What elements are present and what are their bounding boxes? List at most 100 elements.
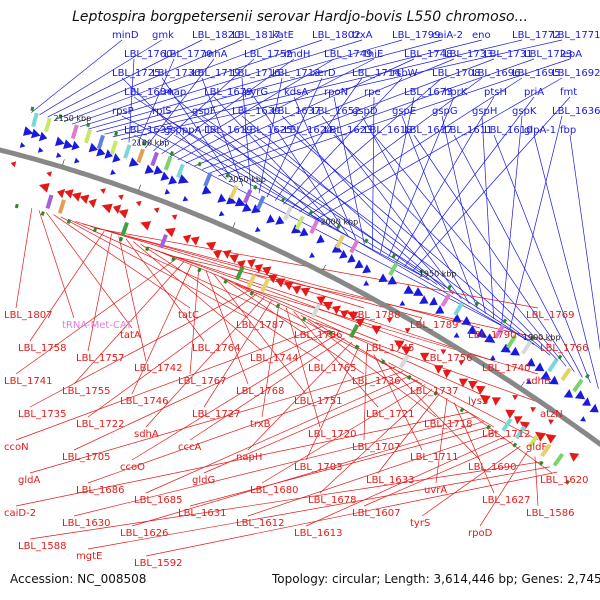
forward-gene-arrow [226, 195, 237, 205]
reverse-gene-label: LBL_1705 [62, 452, 110, 463]
forward-gene-label: gmk [152, 30, 174, 41]
reverse-gene-label: LBL_1765 [308, 363, 356, 374]
reverse-gene-label: mgtE [76, 551, 102, 562]
reverse-gene-label: LBL_1757 [76, 353, 124, 364]
reverse-gene-label: LBL_1631 [178, 508, 226, 519]
rna-marker [249, 290, 255, 296]
forward-gene-arrow [476, 328, 488, 338]
reverse-gene-arrow [468, 380, 478, 390]
reverse-gene-arrow [442, 369, 452, 379]
forward-gene-arrow [299, 227, 309, 237]
reverse-gene-arrow [118, 209, 129, 219]
reverse-gene-label: LBL_1630 [62, 518, 110, 529]
reverse-gene-label: uvrA [424, 485, 447, 496]
reverse-leader-line [75, 221, 365, 309]
forward-gene-arrow [31, 128, 41, 139]
forward-gene-label: gspH [472, 106, 497, 117]
forward-gene-label: LBL_1618 [364, 125, 412, 136]
reverse-gene-label: LBL_1707 [352, 442, 400, 453]
reverse-gene-arrow [530, 407, 537, 413]
cog-color-bar [440, 292, 452, 308]
reverse-gene-arrow [548, 419, 554, 425]
reverse-leader-line [87, 293, 258, 418]
forward-gene-label: LBL_1635 [124, 125, 172, 136]
reverse-leader-line [15, 325, 323, 441]
forward-leader-line [333, 96, 365, 245]
rna-marker [354, 344, 359, 350]
kbp-tick-label: 2050 kbp [228, 175, 266, 184]
forward-leader-line [121, 115, 422, 276]
forward-gene-arrow [112, 153, 121, 163]
reverse-gene-arrow [229, 254, 239, 264]
reverse-leader-line [73, 329, 331, 451]
reverse-gene-arrow [10, 161, 17, 168]
rna-marker [145, 246, 150, 252]
reverse-leader-line [300, 314, 437, 418]
reverse-leader-line [261, 304, 280, 418]
forward-gene-arrow [242, 202, 252, 212]
cog-color-bar [84, 128, 92, 144]
forward-gene-arrow [164, 188, 171, 195]
forward-gene-label: rpsP [112, 106, 134, 117]
forward-leader-line [333, 134, 559, 362]
forward-gene-arrow [254, 226, 261, 232]
forward-gene-label: LBL_1679 [204, 87, 252, 98]
rna-marker [419, 268, 424, 274]
reverse-leader-line [373, 354, 423, 451]
reverse-gene-label: LBL_1620 [540, 475, 588, 486]
forward-gene-label: eno [472, 30, 491, 41]
cog-color-bar [349, 239, 360, 254]
cog-color-bar [560, 367, 572, 382]
forward-gene-arrow [251, 204, 261, 214]
reverse-gene-label: LBL_1686 [76, 485, 124, 496]
forward-gene-arrow [128, 157, 139, 167]
forward-gene-label: LBL_1802 [312, 30, 360, 41]
reverse-gene-label: LBL_1741 [4, 376, 52, 387]
forward-leader-line [283, 77, 403, 205]
cog-color-bar [540, 443, 552, 458]
reverse-leader-line [203, 300, 272, 408]
forward-gene-label: LBL_1772 [512, 30, 560, 41]
reverse-leader-line [15, 208, 33, 309]
rna-marker [557, 354, 563, 360]
forward-gene-arrow [56, 152, 62, 158]
cog-color-bar [246, 273, 257, 289]
reverse-leader-line [235, 283, 481, 395]
reverse-gene-arrow [545, 433, 557, 444]
cog-color-bar [57, 199, 66, 214]
cog-color-bar [256, 195, 266, 210]
reverse-gene-label: LBL_1626 [120, 528, 168, 539]
reverse-leader-line [73, 416, 477, 517]
reverse-gene-arrow [57, 188, 66, 199]
forward-gene-label: gspG [432, 106, 458, 117]
rna-marker [336, 224, 341, 230]
cog-color-bar [203, 172, 213, 187]
forward-gene-label: LBL_1713 [272, 68, 320, 79]
forward-gene-label: rsbW [392, 68, 418, 79]
forward-gene-arrow [275, 215, 285, 225]
kbp-tick-label: 1950 kbp [419, 269, 457, 278]
reverse-gene-label: LBL_1751 [294, 396, 342, 407]
forward-leader-line [293, 96, 357, 241]
forward-leader-line [453, 134, 583, 378]
reverse-leader-line [145, 296, 265, 428]
reverse-gene-label: ccoN [4, 442, 29, 453]
rna-marker [391, 253, 397, 259]
forward-leader-line [104, 39, 483, 135]
reverse-gene-label: LBL_1737 [410, 386, 458, 397]
forward-gene-label: kdsA [284, 87, 308, 98]
forward-gene-arrow [549, 375, 559, 385]
reverse-gene-arrow [394, 340, 405, 350]
cog-color-bar [235, 265, 245, 281]
reverse-leader-line [87, 370, 404, 484]
forward-leader-line [201, 77, 244, 187]
reverse-gene-arrow [434, 365, 444, 374]
reverse-leader-line [29, 366, 396, 474]
rna-marker [585, 373, 590, 379]
cog-color-bar [552, 452, 565, 467]
reverse-gene-label: cccA [178, 442, 201, 453]
forward-gene-label: LBL_1799 [392, 30, 440, 41]
forward-gene-label: map [164, 87, 186, 98]
forward-leader-line [193, 58, 455, 167]
